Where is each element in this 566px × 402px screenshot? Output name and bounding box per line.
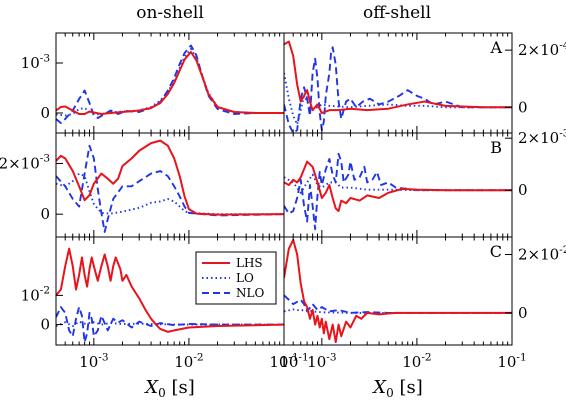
plot-area: 0 10-3 0 2×10-4 A 0 2×10-3 0 2×10-3 B 0 10-2 0 2×10-2… — [0, 32, 566, 346]
series-lhs-line — [284, 160, 512, 212]
y-tick-label: 2×10-4 — [518, 39, 566, 59]
x-tick-label: 10-3 — [307, 351, 336, 371]
series-lo-line — [56, 48, 284, 117]
column-title-off-shell: off-shell — [363, 3, 431, 23]
legend-box — [195, 251, 277, 305]
panel-A-right: 0 2×10-4 A — [283, 32, 566, 134]
panel-B-right: 0 2×10-3 B — [283, 127, 566, 238]
series-lhs-line — [56, 247, 284, 333]
panel-frame — [55, 32, 285, 134]
panel-C-right: 0 2×10-2 C — [283, 236, 566, 346]
panel-frame — [283, 236, 513, 346]
x-tick-label: 10-1 — [269, 351, 298, 371]
series-lo-line — [284, 72, 512, 126]
x-axis-title-left: X0 [s] — [143, 377, 194, 400]
series-lhs-line — [56, 51, 284, 115]
y-tick-label: 10-3 — [21, 52, 50, 72]
panel-B-left: 0 2×10-3 — [0, 132, 285, 238]
y-tick-label: 0 — [40, 316, 50, 334]
series-lhs-line — [56, 139, 284, 216]
panel-A-left: 0 10-3 — [21, 32, 285, 134]
y-tick-label: 10-2 — [21, 285, 50, 305]
x-tick-label: 10-1 — [497, 351, 526, 371]
series-nlo-line — [284, 152, 512, 231]
series-lhs-line — [284, 40, 512, 114]
series-nlo-line — [56, 306, 284, 344]
legend-label-lhs: LHS — [236, 256, 263, 270]
y-tick-label: 0 — [518, 181, 528, 199]
x-tick-label: 10-2 — [402, 351, 431, 371]
series-nlo-line — [56, 144, 284, 233]
y-tick-label: 0 — [40, 104, 50, 122]
panel-label: C — [490, 242, 502, 261]
x-axis-title-right: X0 [s] — [371, 377, 422, 400]
x-tick-label: 10-2 — [174, 351, 203, 371]
y-tick-label: 2×10-2 — [518, 244, 566, 264]
y-tick-label: 0 — [518, 304, 528, 322]
legend-label-nlo: NLO — [236, 286, 264, 300]
x-tick-label: 10-1 — [279, 351, 308, 371]
y-tick-label: 0 — [518, 98, 528, 116]
panel-label: A — [489, 38, 502, 57]
y-tick-label: 2×10-3 — [518, 127, 566, 147]
x-tick-label: 10-3 — [79, 351, 108, 371]
series-lo-line — [56, 320, 284, 327]
panel-label: B — [490, 138, 502, 157]
y-tick-label: 2×10-3 — [0, 153, 50, 173]
legend-label-lo: LO — [236, 271, 254, 285]
series-nlo-line — [284, 294, 512, 314]
series-lhs-line — [284, 238, 512, 344]
y-tick-label: 0 — [40, 205, 50, 223]
column-title-on-shell: on-shell — [136, 3, 204, 23]
series-nlo-line — [284, 46, 512, 133]
x-axis-labels: 10-3 10-2 10-110-110-3 10-2 10-1X0 [s] X0 [s] — [79, 351, 526, 400]
